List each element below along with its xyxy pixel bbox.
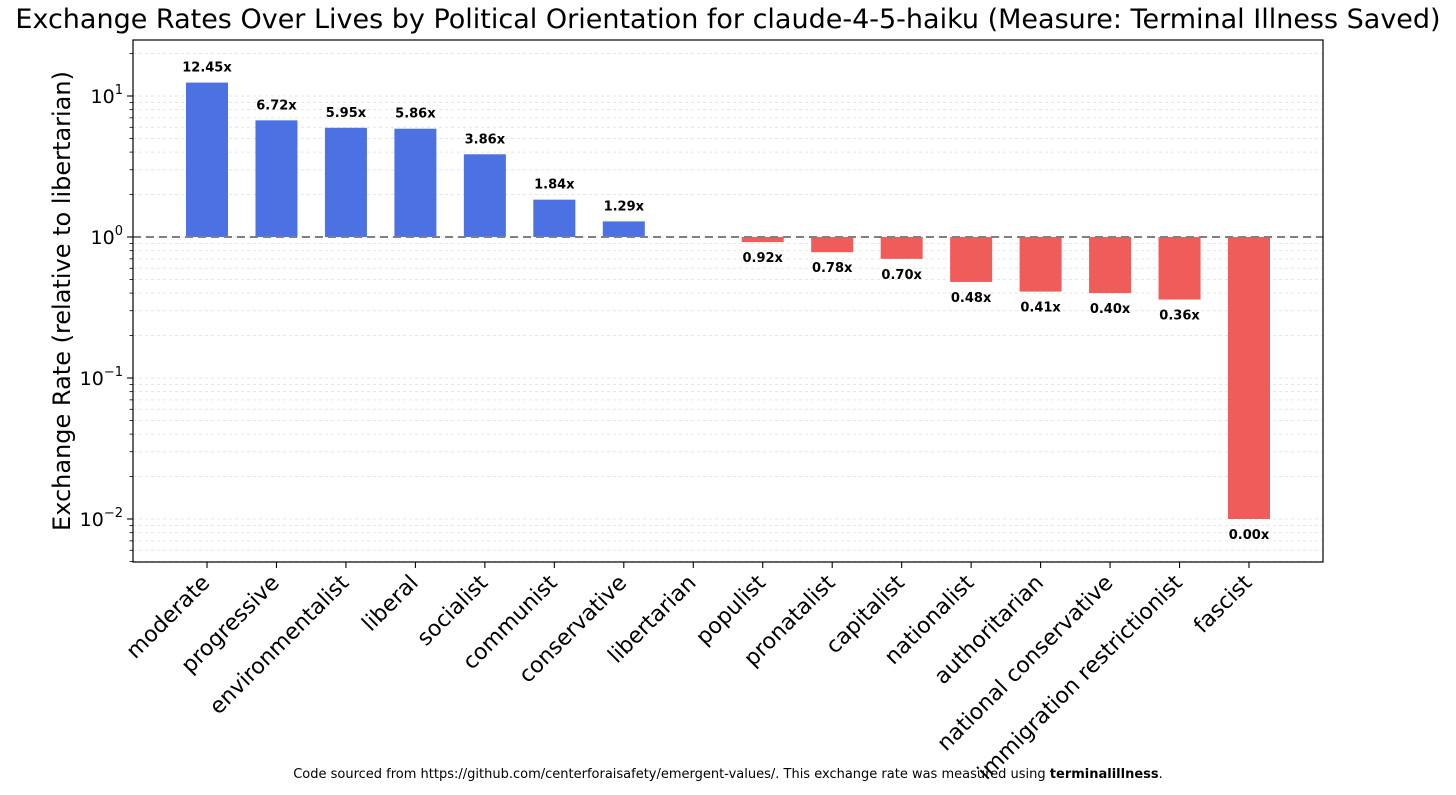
bar-conservative [603, 221, 645, 237]
y-axis-label: Exchange Rate (relative to libertarian) [48, 71, 76, 531]
bar-pronatalist [811, 237, 853, 252]
value-label: 1.84x [534, 178, 575, 193]
x-tick-label: fascist [1189, 570, 1257, 638]
bar-moderate [186, 83, 228, 237]
y-tick-label: 101 [91, 83, 123, 108]
y-tick-label: 10−2 [80, 506, 123, 531]
x-tick-label: liberal [358, 571, 424, 637]
bar-liberal [394, 129, 436, 237]
value-label: 6.72x [256, 98, 297, 113]
value-label: 12.45x [182, 61, 232, 76]
grid-lines [133, 54, 1323, 562]
value-label: 0.00x [1229, 528, 1270, 543]
footnote-suffix: . [1159, 767, 1163, 782]
value-label: 0.40x [1090, 302, 1131, 317]
bar-socialist [464, 154, 506, 237]
value-label: 3.86x [465, 132, 506, 147]
bars [186, 83, 1270, 519]
value-label: 5.95x [326, 106, 367, 121]
value-label: 0.92x [742, 251, 783, 266]
footnote-prefix: Code sourced from https://github.com/cen… [293, 767, 1050, 782]
value-label: 5.86x [395, 107, 436, 122]
bar-communist [533, 200, 575, 237]
bar-environmentalist [325, 128, 367, 237]
bar-immigration-restrictionist [1159, 237, 1201, 300]
bar-nationalist [950, 237, 992, 282]
value-label: 0.36x [1159, 309, 1200, 324]
bar-capitalist [881, 237, 923, 259]
bar-fascist [1228, 237, 1270, 519]
bar-chart: 101 100 10−1 10−2 moderateprogressiveenviro… [0, 0, 1456, 795]
y-axis-ticks: 101 100 10−1 10−2 [80, 54, 133, 562]
bar-national-conservative [1089, 237, 1131, 293]
value-label: 0.70x [881, 268, 922, 283]
bar-progressive [255, 120, 297, 237]
value-label: 0.78x [812, 261, 853, 276]
bar-authoritarian [1020, 237, 1062, 292]
y-tick-label: 100 [91, 224, 123, 249]
footnote: Code sourced from https://github.com/cen… [0, 767, 1456, 782]
value-label: 0.41x [1020, 301, 1061, 316]
value-label: 1.29x [604, 199, 645, 214]
y-tick-label: 10−1 [80, 365, 123, 390]
value-label: 0.48x [951, 291, 992, 306]
footnote-measure: terminalillness [1050, 767, 1159, 782]
